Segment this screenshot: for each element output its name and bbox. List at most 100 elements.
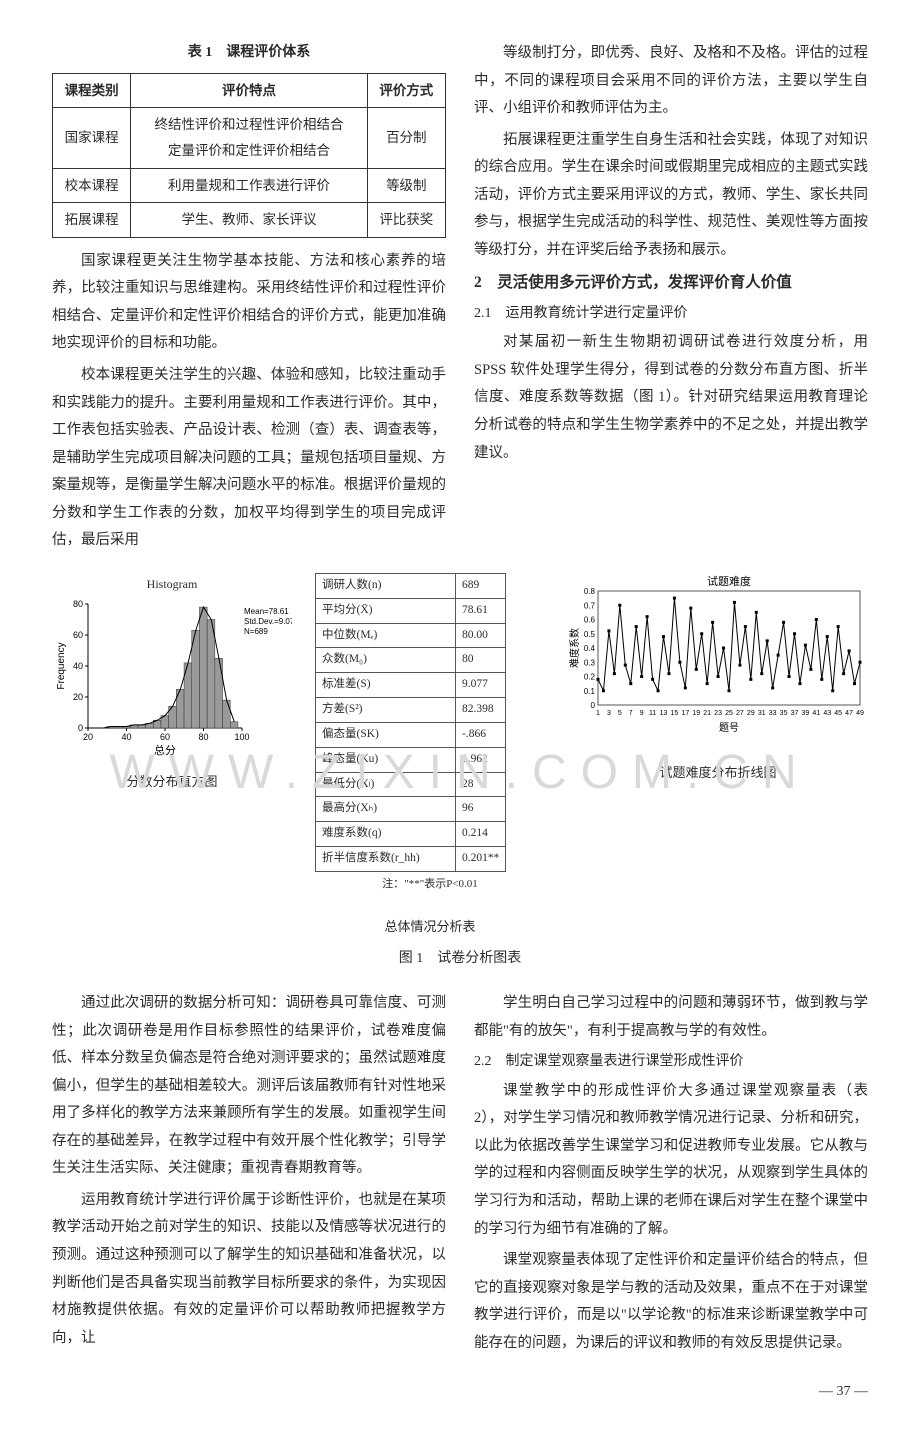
svg-text:Std.Dev.=9.077: Std.Dev.=9.077 (244, 617, 292, 626)
left-column-top: 表 1 课程评价体系 课程类别 评价特点 评价方式 国家课程终结性评价和过程性评… (52, 40, 446, 559)
linechart-box: 试题难度00.10.20.30.40.50.60.70.813579111315… (568, 573, 868, 786)
stats-cell: 众数(M₀) (316, 648, 456, 673)
svg-text:5: 5 (618, 710, 622, 717)
svg-text:试题难度: 试题难度 (707, 574, 751, 588)
svg-text:Mean=78.61: Mean=78.61 (244, 607, 289, 616)
para-lb1: 通过此次调研的数据分析可知：调研卷具可靠信度、可测性；此次调研卷是用作目标参照性… (52, 990, 446, 1183)
table1: 课程类别 评价特点 评价方式 国家课程终结性评价和过程性评价相结合定量评价和定性… (52, 73, 446, 238)
stats-caption: 总体情况分析表 (315, 915, 545, 940)
table1-h1: 评价特点 (131, 73, 367, 108)
bottom-columns: 通过此次调研的数据分析可知：调研卷具可靠信度、可测性；此次调研卷是用作目标参照性… (52, 990, 868, 1361)
svg-text:3: 3 (607, 710, 611, 717)
svg-text:39: 39 (802, 710, 810, 717)
svg-text:15: 15 (671, 710, 679, 717)
histogram-svg: 02040608020406080100Frequency总分Mean=78.6… (52, 598, 292, 758)
svg-text:0.5: 0.5 (584, 630, 596, 639)
table1-cell: 等级制 (367, 168, 445, 203)
linechart-caption: 试题难度分布折线图 (568, 761, 868, 786)
stats-cell: 中位数(Mₑ) (316, 623, 456, 648)
table1-cell: 拓展课程 (53, 203, 131, 238)
stats-cell: 78.61 (456, 598, 506, 623)
svg-text:0.1: 0.1 (584, 687, 596, 696)
stats-cell: 80 (456, 648, 506, 673)
svg-text:Frequency: Frequency (56, 642, 67, 689)
svg-text:0.6: 0.6 (584, 615, 596, 624)
svg-text:19: 19 (692, 710, 700, 717)
para-l1: 国家课程更关注生物学基本技能、方法和核心素养的培养，比较注重知识与思维建构。采用… (52, 248, 446, 358)
svg-text:27: 27 (736, 710, 744, 717)
stats-cell: 0.201** (456, 847, 506, 872)
svg-text:43: 43 (823, 710, 831, 717)
para-rb2: 课堂观察量表体现了定性评价和定量评价结合的特点，但它的直接观察对象是学与教的活动… (474, 1247, 868, 1357)
stats-cell: 28 (456, 772, 506, 797)
para-rb1: 课堂教学中的形成性评价大多通过课堂观察量表（表 2），对学生学习情况和教师教学情… (474, 1078, 868, 1243)
table1-cell: 终结性评价和过程性评价相结合定量评价和定性评价相结合 (131, 108, 367, 168)
stats-cell: 峰态量(Ku) (316, 747, 456, 772)
svg-text:100: 100 (234, 732, 249, 742)
svg-text:0.3: 0.3 (584, 658, 596, 667)
stats-cell: 1.962 (456, 747, 506, 772)
stats-table: 调研人数(n)689平均分(X̄)78.61中位数(Mₑ)80.00众数(M₀)… (315, 573, 506, 872)
svg-text:0.7: 0.7 (584, 601, 596, 610)
table1-cell: 评比获奖 (367, 203, 445, 238)
left-column-bottom: 通过此次调研的数据分析可知：调研卷具可靠信度、可测性；此次调研卷是用作目标参照性… (52, 990, 446, 1361)
table1-cell: 国家课程 (53, 108, 131, 168)
top-columns: 表 1 课程评价体系 课程类别 评价特点 评价方式 国家课程终结性评价和过程性评… (52, 40, 868, 559)
svg-text:11: 11 (649, 710, 656, 717)
histogram-box: Histogram 02040608020406080100Frequency总… (52, 573, 292, 794)
page-number: — 37 — (52, 1379, 868, 1406)
svg-text:9: 9 (640, 710, 644, 717)
svg-text:40: 40 (121, 732, 131, 742)
stats-note: 注："**"表示P<0.01 (315, 874, 545, 895)
figure1-main-caption: 图 1 试卷分析图表 (52, 946, 868, 973)
svg-text:37: 37 (791, 710, 799, 717)
table1-h0: 课程类别 (53, 73, 131, 108)
svg-text:0.2: 0.2 (584, 672, 596, 681)
svg-text:41: 41 (812, 710, 820, 717)
svg-text:45: 45 (834, 710, 842, 717)
stats-table-box: 调研人数(n)689平均分(X̄)78.61中位数(Mₑ)80.00众数(M₀)… (315, 573, 545, 940)
right-column-top: 等级制打分，即优秀、良好、及格和不及格。评估的过程中，不同的课程项目会采用不同的… (474, 40, 868, 559)
svg-text:0.4: 0.4 (584, 644, 596, 653)
stats-cell: 偏态量(SK) (316, 722, 456, 747)
stats-cell: 0.214 (456, 822, 506, 847)
table1-caption: 表 1 课程评价体系 (52, 40, 446, 67)
histogram-caption: 分数分布直方图 (52, 770, 292, 795)
right-column-bottom: 学生明白自己学习过程中的问题和薄弱环节，做到教与学都能"有的放矢"，有利于提高教… (474, 990, 868, 1361)
svg-text:13: 13 (660, 710, 668, 717)
svg-text:80: 80 (198, 732, 208, 742)
stats-cell: 689 (456, 573, 506, 598)
table1-cell: 百分制 (367, 108, 445, 168)
para-rb0: 学生明白自己学习过程中的问题和薄弱环节，做到教与学都能"有的放矢"，有利于提高教… (474, 990, 868, 1045)
stats-cell: 折半信度系数(r_hh) (316, 847, 456, 872)
stats-cell: -.866 (456, 722, 506, 747)
para-r1: 等级制打分，即优秀、良好、及格和不及格。评估的过程中，不同的课程项目会采用不同的… (474, 40, 868, 123)
section21-heading: 2.1 运用教育统计学进行定量评价 (474, 301, 868, 328)
svg-text:0.8: 0.8 (584, 587, 596, 596)
figure1-area: WWW.ZIXIN.COM.CN Histogram 0204060802040… (52, 573, 868, 972)
svg-text:总分: 总分 (154, 743, 176, 757)
svg-text:40: 40 (73, 661, 83, 671)
svg-text:29: 29 (747, 710, 755, 717)
section21-para: 对某届初一新生生物期初调研试卷进行效度分析，用 SPSS 软件处理学生得分，得到… (474, 329, 868, 467)
section2-heading: 2 灵活使用多元评价方式，发挥评价育人价值 (474, 270, 868, 296)
svg-text:25: 25 (725, 710, 733, 717)
svg-text:题号: 题号 (719, 722, 739, 733)
stats-cell: 80.00 (456, 623, 506, 648)
svg-text:20: 20 (83, 732, 93, 742)
para-r2: 拓展课程更注重学生自身生活和社会实践，体现了对知识的综合应用。学生在课余时间或假… (474, 127, 868, 265)
stats-cell: 最高分(Xₕ) (316, 797, 456, 822)
svg-text:49: 49 (856, 710, 864, 717)
svg-text:60: 60 (160, 732, 170, 742)
table1-cell: 校本课程 (53, 168, 131, 203)
stats-cell: 9.077 (456, 673, 506, 698)
svg-text:21: 21 (703, 710, 711, 717)
svg-text:33: 33 (769, 710, 777, 717)
section22-heading: 2.2 制定课堂观察量表进行课堂形成性评价 (474, 1049, 868, 1076)
svg-text:35: 35 (780, 710, 788, 717)
stats-cell: 平均分(X̄) (316, 598, 456, 623)
svg-text:60: 60 (73, 630, 83, 640)
stats-cell: 难度系数(q) (316, 822, 456, 847)
svg-text:23: 23 (714, 710, 722, 717)
table1-h2: 评价方式 (367, 73, 445, 108)
